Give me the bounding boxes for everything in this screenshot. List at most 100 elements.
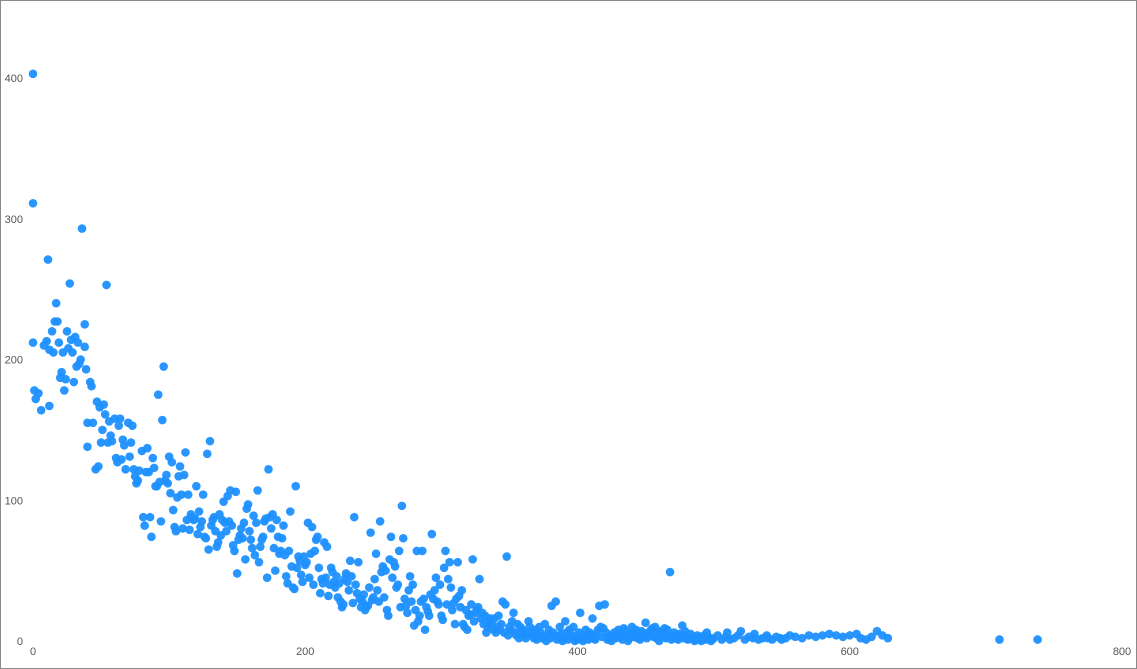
scatter-point <box>256 542 265 551</box>
scatter-point <box>45 401 54 411</box>
scatter-point <box>292 563 302 573</box>
y-axis-ticks: 0 100 200 300 400 <box>5 73 23 648</box>
scatter-point <box>441 546 450 556</box>
scatter-point <box>445 557 454 567</box>
scatter-point <box>230 546 239 556</box>
scatter-point <box>193 529 203 539</box>
scatter-point <box>163 479 173 488</box>
scatter-point <box>349 512 359 522</box>
scatter-point <box>159 362 168 371</box>
y-tick-label: 0 <box>17 636 23 648</box>
scatter-point <box>502 552 512 561</box>
scatter-point <box>262 573 272 582</box>
scatter-point <box>147 532 156 542</box>
scatter-point <box>321 573 330 582</box>
scatter-point <box>168 505 178 515</box>
scatter-point <box>83 442 92 452</box>
scatter-point <box>107 436 117 446</box>
scatter-point <box>114 421 124 430</box>
scatter-point <box>194 507 204 516</box>
scatter-point <box>475 574 484 584</box>
scatter-point <box>145 512 155 522</box>
scatter-point <box>34 388 43 398</box>
scatter-points <box>28 69 1042 646</box>
scatter-point <box>403 608 412 618</box>
scatter-point <box>96 438 106 447</box>
scatter-point <box>405 571 415 581</box>
scatter-point <box>400 594 409 604</box>
scatter-point <box>383 611 393 620</box>
scatter-point <box>373 586 382 595</box>
scatter-point <box>314 563 324 573</box>
scatter-point <box>239 518 249 528</box>
scatter-point <box>285 507 295 516</box>
scatter-point <box>310 546 320 556</box>
scatter-point <box>302 557 311 567</box>
scatter-point <box>185 525 194 535</box>
scatter-point <box>266 524 276 533</box>
scatter-point <box>43 255 53 264</box>
scatter-point <box>442 600 452 609</box>
scatter-point <box>62 327 72 336</box>
scatter-point <box>324 591 333 601</box>
scatter-point <box>509 608 518 618</box>
x-tick-label: 400 <box>568 646 586 658</box>
scatter-point <box>221 526 231 536</box>
y-tick-label: 200 <box>5 355 23 367</box>
scatter-point <box>128 421 137 430</box>
scatter-point <box>348 598 358 608</box>
scatter-point <box>351 580 360 589</box>
scatter-point <box>501 600 510 609</box>
scatter-point <box>68 348 77 357</box>
scatter-point <box>117 455 126 464</box>
scatter-point <box>198 490 208 499</box>
scatter-point <box>143 443 152 453</box>
scatter-point <box>60 386 69 395</box>
scatter-point <box>277 533 287 543</box>
scatter-point <box>641 618 650 628</box>
scatter-point <box>418 546 427 556</box>
scatter-point <box>121 464 130 474</box>
scatter-point <box>298 577 307 587</box>
scatter-point <box>190 514 200 523</box>
scatter-point <box>804 631 814 640</box>
scatter-point <box>1033 635 1042 644</box>
scatter-point <box>339 600 348 609</box>
scatter-point <box>883 633 893 643</box>
scatter-point <box>175 462 185 471</box>
scatter-point <box>80 342 90 352</box>
scatter-point <box>125 452 134 461</box>
scatter-point <box>370 574 379 584</box>
scatter-point <box>51 298 61 308</box>
scatter-point <box>555 622 565 632</box>
scatter-point <box>76 355 85 364</box>
scatter-point <box>408 580 418 589</box>
scatter-point <box>162 470 171 480</box>
scatter-point <box>47 327 57 336</box>
scatter-point <box>245 526 254 536</box>
scatter-point <box>177 490 186 499</box>
scatter-point <box>290 584 299 594</box>
scatter-point <box>354 557 363 567</box>
scatter-point <box>279 521 288 530</box>
scatter-point <box>281 571 291 581</box>
scatter-point <box>271 566 280 575</box>
scatter-point <box>600 600 610 609</box>
scatter-point <box>167 457 177 467</box>
scatter-point <box>332 571 341 581</box>
scatter-point <box>284 546 294 556</box>
scatter-point <box>347 571 356 581</box>
scatter-point <box>825 629 834 639</box>
scatter-point <box>736 626 746 636</box>
scatter-point <box>407 597 416 606</box>
scatter-point <box>98 425 107 435</box>
scatter-point <box>158 415 167 425</box>
scatter-point <box>269 543 279 553</box>
y-tick-label: 400 <box>5 73 23 85</box>
scatter-point <box>315 588 325 598</box>
scatter-point <box>77 224 87 233</box>
x-tick-label: 0 <box>30 646 36 658</box>
scatter-point <box>375 517 385 526</box>
scatter-point <box>811 632 821 642</box>
